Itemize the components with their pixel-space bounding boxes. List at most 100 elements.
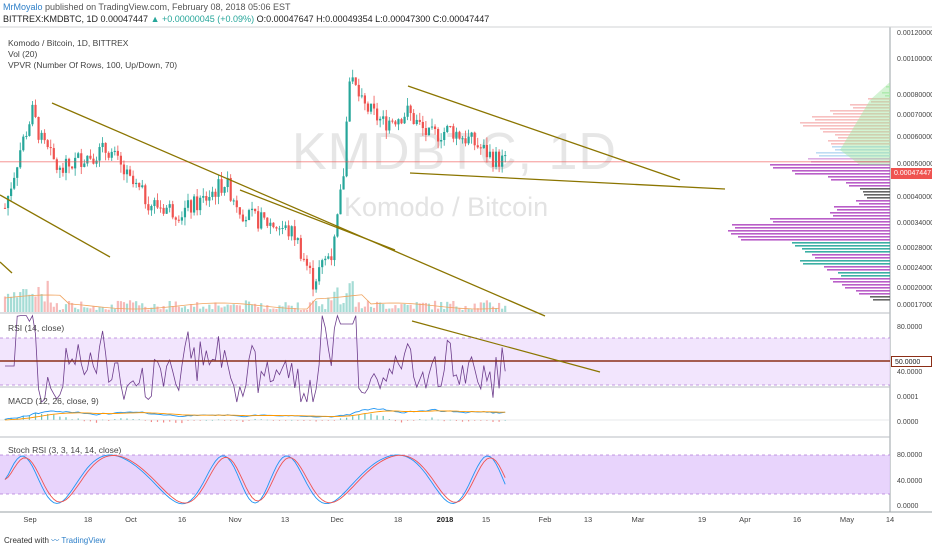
vpvr-bar — [741, 239, 890, 241]
volume-bar — [342, 302, 345, 312]
candle-body — [406, 105, 409, 117]
candle-body — [342, 176, 345, 190]
volume-bar — [494, 308, 498, 312]
vpvr-bar — [812, 116, 890, 118]
volume-bar — [205, 308, 208, 312]
volume-bar — [6, 293, 10, 312]
volume-bar — [13, 292, 16, 312]
stoch-k-line — [4, 454, 506, 505]
vpvr-bar — [792, 242, 890, 244]
vol-indicator-label[interactable]: Vol (20) — [8, 49, 38, 59]
candle-body — [110, 151, 113, 158]
macd-histogram-bar — [199, 420, 201, 421]
macd-histogram-bar — [156, 420, 159, 422]
volume-bar — [58, 309, 61, 312]
vpvr-bar — [803, 263, 890, 265]
volume-bar — [104, 309, 107, 312]
macd-histogram-bar — [132, 419, 134, 420]
vpvr-bar — [792, 170, 890, 172]
vpvr-bar — [873, 299, 890, 301]
vpvr-bar — [812, 254, 890, 256]
stoch-indicator-label[interactable]: Stoch RSI (3, 3, 14, 14, close) — [8, 445, 122, 455]
vpvr-bar — [845, 287, 890, 289]
volume-bar — [467, 308, 470, 312]
volume-bar — [418, 303, 421, 312]
candle-body — [369, 103, 373, 112]
time-axis-label: 19 — [697, 515, 707, 524]
candle-body — [101, 142, 104, 148]
vpvr-bar — [841, 275, 890, 277]
time-axis-label: 2018 — [436, 515, 454, 524]
vpvr-bar — [859, 203, 890, 205]
vpvr-bar — [728, 230, 890, 232]
macd-histogram-bar — [65, 417, 67, 420]
vpvr-bar — [859, 293, 890, 295]
watermark-name: Komodo / Bitcoin — [344, 192, 549, 222]
trendline — [0, 194, 111, 258]
volume-bar — [479, 302, 482, 312]
candle-body — [284, 225, 287, 229]
candle-body — [257, 211, 260, 229]
macd-histogram-bar — [461, 420, 464, 422]
author-link[interactable]: MrMoyalo — [3, 2, 43, 12]
candle-body — [180, 217, 183, 221]
volume-bar — [150, 307, 153, 312]
candle-body — [16, 167, 19, 178]
macd-histogram-bar — [83, 420, 85, 422]
candle-body — [394, 121, 397, 125]
candle-body — [241, 214, 244, 222]
candle-body — [324, 258, 327, 261]
macd-histogram-bar — [431, 417, 433, 420]
volume-bar — [321, 304, 324, 312]
vpvr-bar — [800, 122, 890, 124]
candle-body — [345, 121, 348, 177]
vpvr-indicator-label[interactable]: VPVR (Number Of Rows, 100, Up/Down, 70) — [8, 60, 178, 70]
candle-body — [485, 144, 488, 158]
macd-histogram-bar — [236, 420, 238, 421]
candle-body — [372, 103, 376, 109]
macd-indicator-label[interactable]: MACD (12, 26, close, 9) — [8, 396, 99, 406]
candle-body — [49, 147, 52, 149]
time-axis-label: Mar — [631, 515, 645, 524]
volume-bar — [427, 303, 431, 312]
candle-body — [363, 95, 366, 104]
candle-body — [281, 228, 284, 230]
symbol-text: BITTREX:KMDBTC, 1D 0.00047447 — [3, 14, 149, 24]
candle-body — [388, 120, 391, 131]
change-text: ▲ +0.00000045 (+0.09%) — [150, 14, 255, 24]
vpvr-bar — [795, 173, 890, 175]
volume-bar — [128, 300, 132, 312]
volume-bar — [357, 302, 360, 312]
volume-bar — [19, 292, 22, 312]
trendline — [239, 189, 396, 251]
volume-bar — [162, 305, 165, 312]
candle-body — [308, 265, 312, 268]
macd-histogram-bar — [53, 414, 55, 420]
volume-bar — [272, 308, 275, 312]
volume-bar — [275, 308, 278, 312]
vpvr-bar — [868, 98, 890, 100]
macd-histogram-bar — [413, 420, 415, 421]
vpvr-bar — [815, 119, 890, 121]
volume-bar — [433, 300, 437, 312]
candle-body — [226, 177, 229, 188]
volume-bar — [504, 305, 507, 312]
ohlc-text: O:0.00047647 H:0.00049354 L:0.00047300 C… — [256, 14, 490, 24]
vpvr-bar — [856, 290, 890, 292]
candle-body — [52, 148, 55, 160]
volume-bar — [141, 303, 144, 312]
volume-bar — [241, 309, 244, 312]
tradingview-brand[interactable]: TradingView — [61, 536, 106, 545]
volume-bar — [449, 303, 452, 312]
macd-histogram-bar — [358, 414, 360, 420]
vpvr-bar — [864, 194, 890, 196]
macd-histogram-bar — [211, 419, 213, 421]
macd-histogram-bar — [327, 420, 329, 421]
rsi-indicator-label[interactable]: RSI (14, close) — [8, 323, 65, 333]
candle-body — [305, 258, 309, 266]
candle-body — [104, 142, 107, 153]
candle-body — [449, 125, 452, 127]
vpvr-bar — [846, 182, 890, 184]
